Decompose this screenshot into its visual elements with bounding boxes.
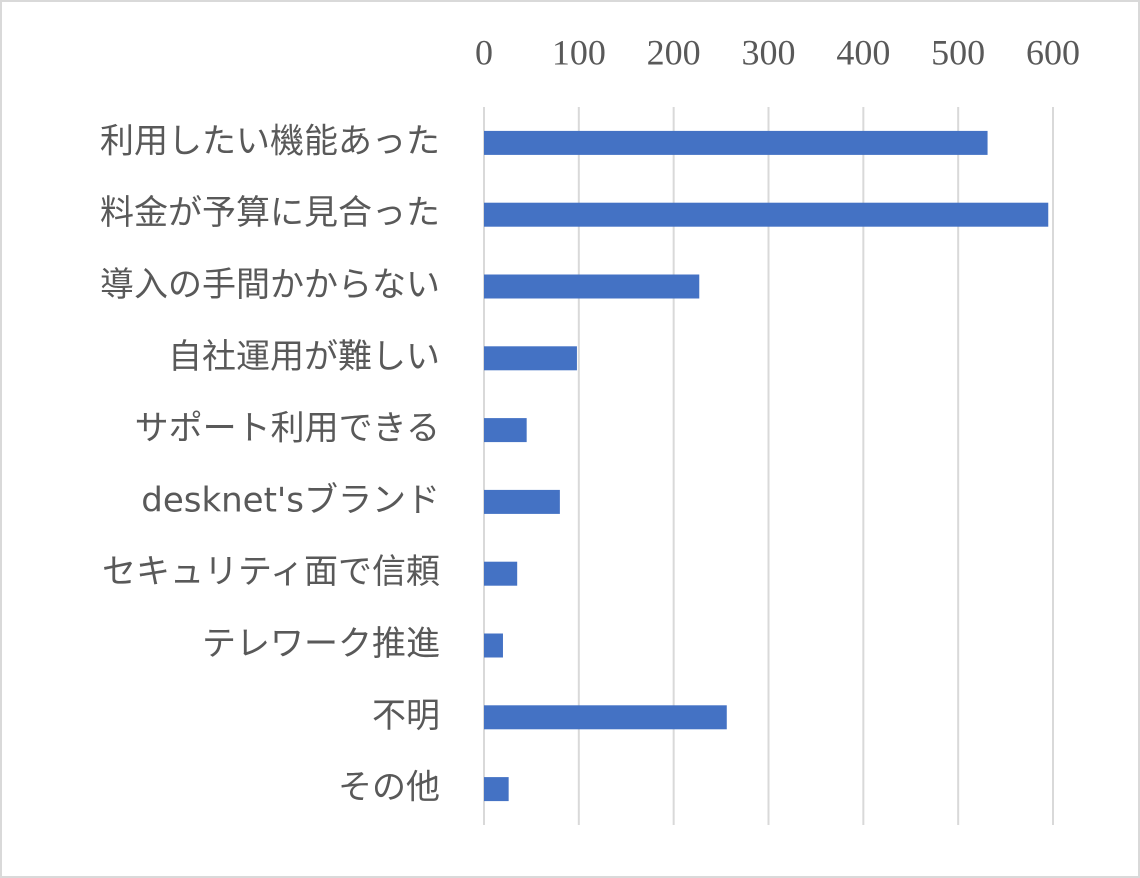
y-tick-label: サポート利用できる (135, 409, 440, 449)
bar (484, 274, 700, 299)
y-tick-label: 料金が予算に見合った (100, 193, 440, 233)
y-tick-label: 不明 (372, 696, 440, 736)
bar (484, 418, 527, 443)
x-tick-label: 600 (1026, 32, 1080, 72)
y-tick-label: 自社運用が難しい (168, 337, 440, 377)
y-tick-label: テレワーク推進 (202, 624, 440, 664)
bar (484, 489, 560, 514)
x-tick-label: 100 (552, 32, 606, 72)
bar (484, 130, 988, 155)
x-tick-label: 500 (931, 32, 985, 72)
y-tick-label: desknet'sブランド (141, 480, 440, 520)
x-tick-label: 0 (475, 32, 493, 72)
y-tick-label: 利用したい機能あった (100, 121, 440, 161)
x-tick-label: 200 (647, 32, 701, 72)
y-tick-label: その他 (338, 768, 440, 808)
x-tick-label: 300 (742, 32, 796, 72)
y-tick-label: セキュリティ面で信頼 (102, 552, 440, 592)
x-tick-label: 400 (836, 32, 890, 72)
bar (484, 777, 509, 802)
bar (484, 633, 503, 658)
bar (484, 705, 727, 730)
bar (484, 561, 518, 586)
bar (484, 346, 577, 371)
bar (484, 202, 1049, 227)
y-tick-label: 導入の手間かからない (100, 265, 440, 305)
